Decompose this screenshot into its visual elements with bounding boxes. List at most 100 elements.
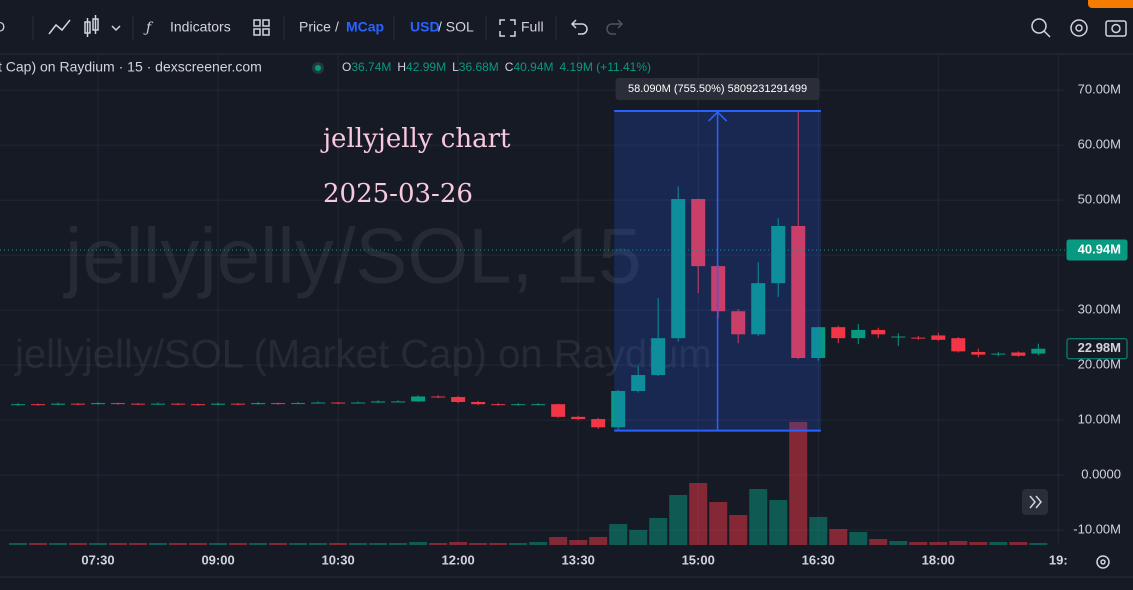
volume-bar bbox=[749, 489, 768, 545]
volume-bar bbox=[589, 537, 608, 545]
scroll-icon[interactable] bbox=[1029, 495, 1042, 509]
volume-bar bbox=[9, 543, 28, 545]
x-tick-label: 15:00 bbox=[682, 552, 715, 567]
camera-icon[interactable] bbox=[1105, 20, 1127, 37]
candle-body bbox=[751, 283, 766, 335]
candle-body bbox=[671, 199, 686, 339]
legend-value: 36.68M bbox=[459, 60, 499, 74]
candle-body bbox=[291, 403, 306, 405]
volume-bar bbox=[389, 543, 408, 545]
volume-bar bbox=[229, 543, 248, 545]
candle-body bbox=[1011, 352, 1026, 356]
volume-bar bbox=[549, 537, 568, 545]
volume-bar bbox=[969, 542, 988, 545]
chevron[interactable] bbox=[111, 25, 121, 32]
candle-body bbox=[491, 404, 506, 406]
measure-label-bg bbox=[615, 78, 820, 101]
candle-body bbox=[691, 199, 706, 267]
volume-bar bbox=[809, 517, 828, 545]
candle-body bbox=[151, 403, 166, 405]
price-tag bbox=[1066, 338, 1128, 360]
candle-body bbox=[731, 311, 746, 335]
volume-bar bbox=[789, 422, 808, 545]
legend-key: L bbox=[452, 60, 459, 74]
candle-body bbox=[11, 404, 26, 406]
plot: jellyjelly/SOL, 15 jellyjelly/SOL (Marke… bbox=[0, 55, 1065, 545]
sol[interactable]: / SOL bbox=[438, 19, 474, 35]
volume-bar bbox=[909, 542, 928, 545]
watermark: jellyjelly/SOL (Market Cap) on Raydium bbox=[14, 333, 712, 377]
button[interactable] bbox=[1088, 0, 1133, 8]
volume-bar bbox=[449, 542, 468, 545]
volume-bar bbox=[289, 543, 308, 545]
candle-body bbox=[231, 403, 246, 405]
fx-icon[interactable]: ƒ bbox=[143, 20, 154, 36]
candle-body bbox=[271, 403, 286, 405]
usd[interactable]: USD bbox=[410, 19, 440, 35]
ohlc-legend: O36.74M H42.99M L36.68M C40.94M 4.19M (+11.4… bbox=[342, 60, 651, 74]
volume-bar bbox=[889, 541, 908, 545]
y-tick-label: 50.00M bbox=[1078, 192, 1121, 207]
volume-bar bbox=[429, 543, 448, 545]
y-tick-label: 10.00M bbox=[1078, 412, 1121, 427]
legend-key: H bbox=[397, 60, 406, 74]
candle-body bbox=[591, 419, 606, 428]
volume-bar bbox=[509, 543, 528, 545]
y-tick-label: -10.00M bbox=[1073, 522, 1121, 537]
line-icon[interactable] bbox=[48, 19, 71, 35]
price[interactable]: Price bbox=[299, 19, 331, 35]
y-tick-label: 0.0000 bbox=[1081, 467, 1121, 482]
candle-body bbox=[571, 416, 586, 420]
indicators[interactable]: Indicators bbox=[170, 19, 231, 35]
x-tick-label: 16:30 bbox=[802, 552, 835, 567]
candle-body bbox=[811, 327, 826, 358]
toolbar-bg bbox=[0, 0, 1133, 54]
measure-arrowhead bbox=[708, 111, 728, 122]
volume-bar bbox=[1009, 542, 1028, 545]
candle-body bbox=[51, 403, 66, 405]
candle-icon[interactable] bbox=[84, 15, 99, 37]
legend-value: 36.74M bbox=[351, 60, 391, 74]
mcap[interactable]: MCap bbox=[346, 19, 384, 35]
x-tick-label: 12:00 bbox=[442, 552, 475, 567]
volume-bar bbox=[849, 532, 868, 545]
volume-bar bbox=[69, 543, 88, 545]
candle-body bbox=[131, 403, 146, 405]
watermark: jellyjelly/SOL, 15 bbox=[63, 212, 642, 300]
status-dot bbox=[315, 65, 321, 71]
axis-settings[interactable] bbox=[1096, 555, 1110, 569]
volume-bar bbox=[649, 518, 668, 545]
annotation: jellyjelly chart bbox=[320, 124, 511, 154]
volume-bar bbox=[609, 524, 628, 545]
candle-body bbox=[771, 225, 786, 284]
search-icon[interactable] bbox=[1031, 18, 1051, 38]
settings-icon[interactable] bbox=[1070, 19, 1088, 37]
candle-body bbox=[371, 401, 386, 403]
interval[interactable]: D bbox=[0, 19, 5, 35]
candle-body bbox=[471, 401, 486, 405]
volume-bar bbox=[349, 543, 368, 545]
redo[interactable] bbox=[606, 19, 624, 35]
volume-bar bbox=[629, 530, 648, 545]
candle-body bbox=[91, 403, 106, 405]
volume-bar bbox=[729, 515, 748, 545]
layout-icon[interactable] bbox=[253, 19, 270, 36]
full[interactable]: Full bbox=[521, 19, 544, 35]
candle-body bbox=[891, 336, 906, 338]
volume-bar bbox=[29, 543, 48, 545]
candle-body bbox=[991, 353, 1006, 355]
candle-body bbox=[651, 338, 666, 376]
x-tick-label: 18:00 bbox=[922, 552, 955, 567]
candle-body bbox=[871, 329, 886, 335]
legend-change: 4.19M (+11.41%) bbox=[560, 60, 652, 74]
volume-bar bbox=[169, 543, 188, 545]
volume-bar bbox=[529, 542, 548, 545]
candle-body bbox=[931, 335, 946, 340]
candle-body bbox=[351, 402, 366, 404]
volume-bar bbox=[269, 543, 288, 545]
undo[interactable] bbox=[570, 19, 588, 35]
volume-bar bbox=[689, 483, 708, 545]
full-icon[interactable] bbox=[499, 19, 516, 37]
x-tick-label: 13:30 bbox=[562, 552, 595, 567]
